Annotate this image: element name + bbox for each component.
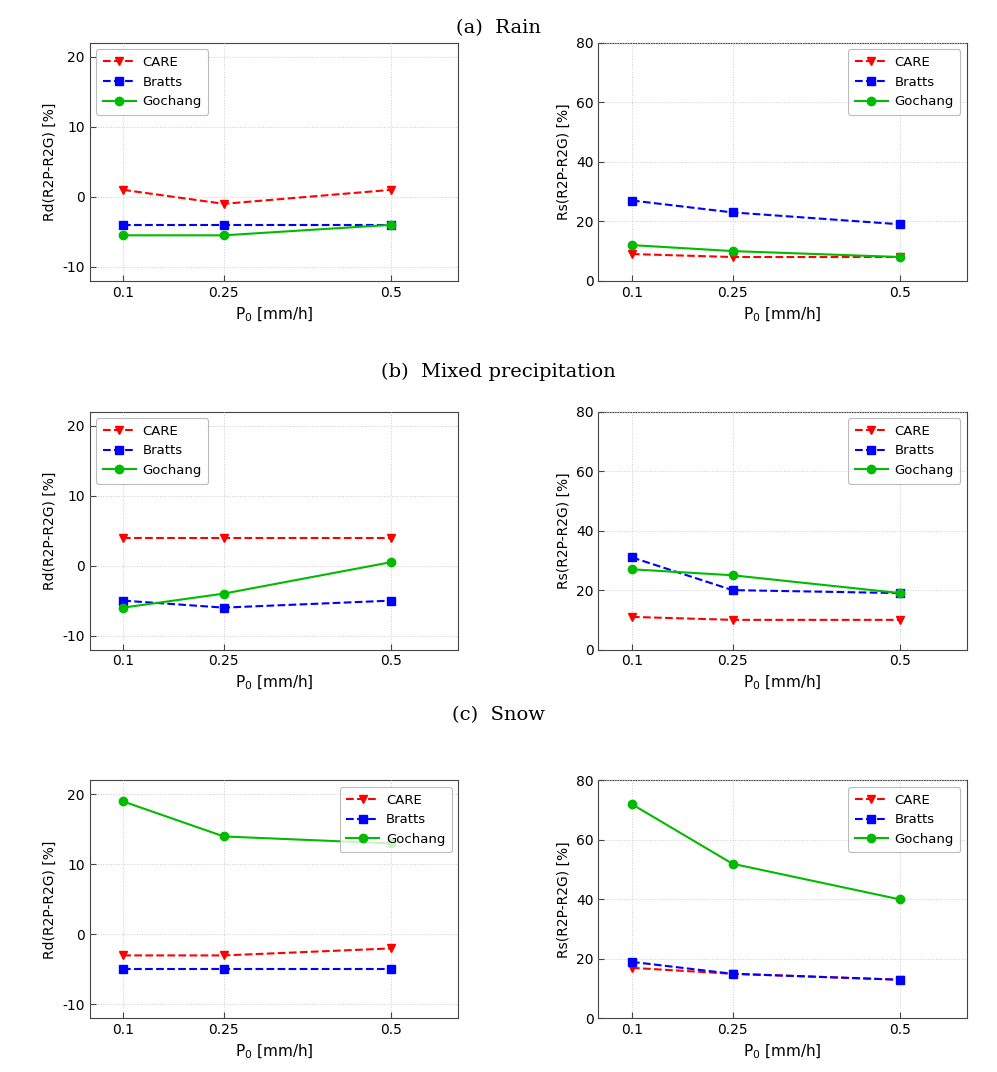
X-axis label: P$_0$ [mm/h]: P$_0$ [mm/h]	[744, 1043, 823, 1061]
Legend: CARE, Bratts, Gochang: CARE, Bratts, Gochang	[97, 418, 208, 483]
Line: Gochang: Gochang	[119, 557, 396, 612]
Gochang	[626, 563, 638, 576]
Gochang	[217, 587, 229, 600]
Gochang	[727, 858, 739, 870]
CARE	[894, 251, 906, 264]
CARE	[894, 613, 906, 626]
Legend: CARE, Bratts, Gochang: CARE, Bratts, Gochang	[848, 787, 960, 852]
Y-axis label: Rd(R2P-R2G) [%]: Rd(R2P-R2G) [%]	[43, 103, 57, 221]
Bratts	[118, 594, 130, 607]
Bratts	[894, 586, 906, 599]
Bratts	[386, 594, 398, 607]
Gochang	[118, 229, 130, 242]
CARE	[217, 197, 229, 210]
Bratts	[727, 583, 739, 596]
Bratts	[626, 955, 638, 968]
Y-axis label: Rd(R2P-R2G) [%]: Rd(R2P-R2G) [%]	[43, 472, 57, 590]
Y-axis label: Rs(R2P-R2G) [%]: Rs(R2P-R2G) [%]	[556, 104, 570, 220]
Text: (c)  Snow: (c) Snow	[452, 705, 545, 724]
Bratts	[626, 551, 638, 564]
X-axis label: P$_0$ [mm/h]: P$_0$ [mm/h]	[744, 674, 823, 693]
Bratts	[727, 967, 739, 980]
CARE	[894, 973, 906, 986]
Text: (b)  Mixed precipitation: (b) Mixed precipitation	[381, 362, 616, 381]
Y-axis label: Rs(R2P-R2G) [%]: Rs(R2P-R2G) [%]	[556, 842, 570, 957]
CARE	[118, 949, 130, 962]
X-axis label: P$_0$ [mm/h]: P$_0$ [mm/h]	[744, 306, 823, 324]
X-axis label: P$_0$ [mm/h]: P$_0$ [mm/h]	[234, 1043, 313, 1061]
Gochang	[217, 229, 229, 242]
Line: Bratts: Bratts	[119, 596, 396, 612]
Legend: CARE, Bratts, Gochang: CARE, Bratts, Gochang	[848, 418, 960, 483]
Line: CARE: CARE	[119, 534, 396, 541]
CARE	[386, 183, 398, 196]
CARE	[386, 532, 398, 545]
Gochang	[118, 795, 130, 808]
Bratts	[386, 963, 398, 976]
Bratts	[217, 963, 229, 976]
CARE	[727, 613, 739, 626]
Bratts	[626, 194, 638, 207]
CARE	[626, 610, 638, 623]
Legend: CARE, Bratts, Gochang: CARE, Bratts, Gochang	[340, 787, 452, 852]
CARE	[626, 248, 638, 260]
Gochang	[217, 830, 229, 843]
X-axis label: P$_0$ [mm/h]: P$_0$ [mm/h]	[234, 674, 313, 693]
Gochang	[626, 239, 638, 252]
Gochang	[386, 837, 398, 850]
Gochang	[118, 601, 130, 614]
Gochang	[727, 244, 739, 257]
CARE	[386, 942, 398, 955]
Gochang	[727, 569, 739, 582]
X-axis label: P$_0$ [mm/h]: P$_0$ [mm/h]	[234, 306, 313, 324]
Bratts	[386, 219, 398, 232]
Line: CARE: CARE	[119, 944, 396, 959]
Line: Gochang: Gochang	[628, 241, 904, 262]
Bratts	[118, 963, 130, 976]
Gochang	[626, 798, 638, 810]
Y-axis label: Rs(R2P-R2G) [%]: Rs(R2P-R2G) [%]	[556, 473, 570, 589]
CARE	[626, 962, 638, 974]
Text: (a)  Rain: (a) Rain	[456, 19, 541, 38]
Bratts	[217, 219, 229, 232]
Legend: CARE, Bratts, Gochang: CARE, Bratts, Gochang	[97, 49, 208, 115]
Line: Bratts: Bratts	[119, 221, 396, 229]
Line: CARE: CARE	[119, 185, 396, 208]
Bratts	[894, 973, 906, 986]
CARE	[727, 251, 739, 264]
Line: Bratts: Bratts	[628, 957, 904, 984]
Line: CARE: CARE	[628, 613, 904, 624]
Gochang	[386, 219, 398, 232]
Bratts	[894, 218, 906, 230]
CARE	[727, 967, 739, 980]
Gochang	[894, 251, 906, 264]
Y-axis label: Rd(R2P-R2G) [%]: Rd(R2P-R2G) [%]	[43, 840, 57, 958]
Legend: CARE, Bratts, Gochang: CARE, Bratts, Gochang	[848, 49, 960, 115]
Line: CARE: CARE	[628, 964, 904, 984]
CARE	[118, 532, 130, 545]
Line: Gochang: Gochang	[119, 798, 396, 848]
Line: Gochang: Gochang	[119, 221, 396, 239]
CARE	[217, 532, 229, 545]
Line: Bratts: Bratts	[628, 196, 904, 228]
Bratts	[118, 219, 130, 232]
Bratts	[217, 601, 229, 614]
Line: Gochang: Gochang	[628, 800, 904, 904]
Line: Bratts: Bratts	[119, 965, 396, 973]
CARE	[217, 949, 229, 962]
Line: CARE: CARE	[628, 250, 904, 262]
Gochang	[894, 893, 906, 906]
Line: Bratts: Bratts	[628, 553, 904, 597]
Gochang	[894, 586, 906, 599]
Bratts	[727, 206, 739, 219]
Line: Gochang: Gochang	[628, 565, 904, 597]
Gochang	[386, 555, 398, 568]
CARE	[118, 183, 130, 196]
